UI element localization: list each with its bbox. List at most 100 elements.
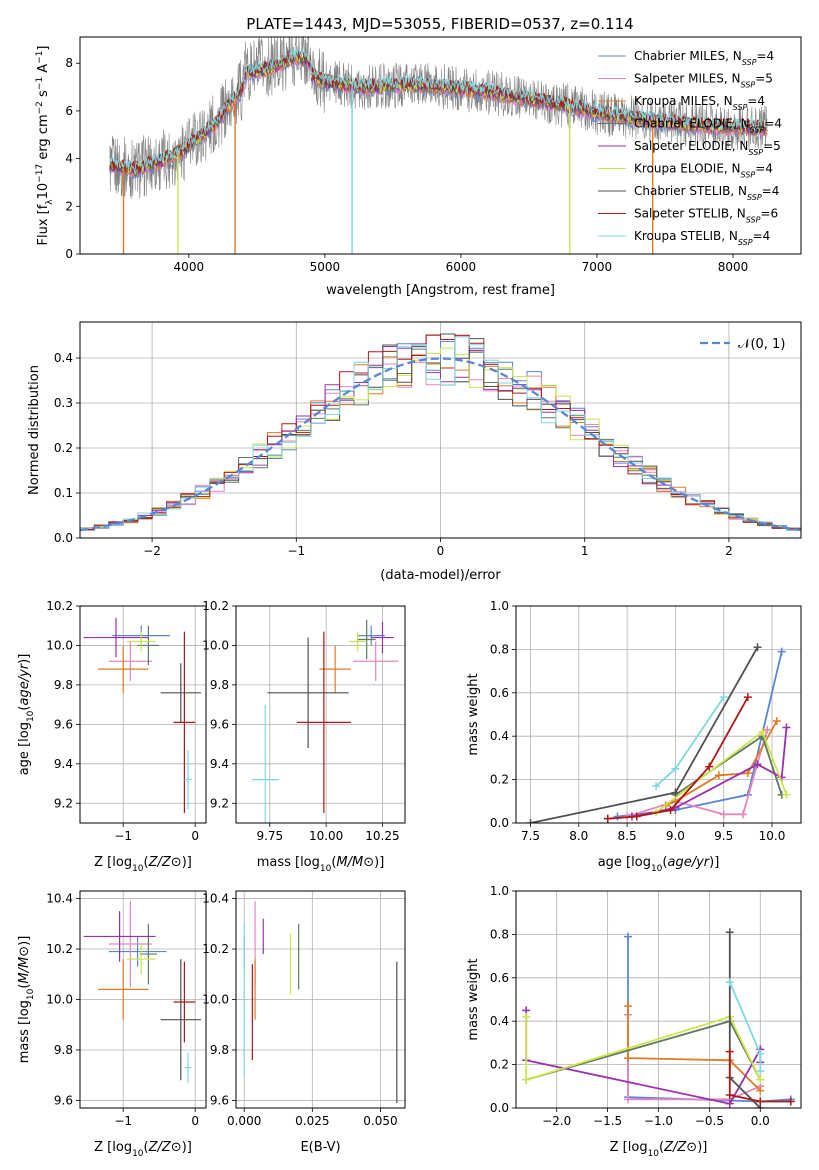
y-tick-label: 0.1 (54, 486, 73, 500)
legend-label: Kroupa ELODIE, NSSP=4 (634, 162, 773, 180)
model-line (109, 51, 768, 175)
weight-marker (725, 928, 734, 937)
legend-label: Chabrier MILES, NSSP=4 (634, 49, 774, 67)
label-part: Flux [f (36, 204, 51, 245)
label-part: Z/Z⊙ (663, 1140, 697, 1155)
legend-label: 𝒩(0, 1) (738, 337, 785, 352)
weight-marker (623, 1095, 632, 1104)
legend-label-name: Salpeter STELIB, N (634, 207, 746, 221)
errorbar-point (108, 901, 152, 987)
y-tick-label: 0.2 (490, 1058, 509, 1072)
label-part: erg cm (36, 114, 51, 163)
label-part: Z/Z⊙ (148, 855, 182, 870)
x-tick-label: 10.00 (309, 829, 343, 843)
label-part: 10 (132, 1149, 144, 1159)
x-tick-label: 5000 (310, 260, 341, 274)
label-part: λ (45, 199, 55, 205)
plot-area (80, 333, 801, 533)
y-axis-label: Flux [fλ10−17 erg cm−2 s−1 A−1] (35, 46, 55, 246)
axes-frame (515, 890, 802, 1109)
weight-marker (782, 723, 791, 732)
label-part: ( (144, 855, 149, 870)
label-part: −1 (35, 77, 45, 90)
weight-line (627, 1006, 761, 1092)
weight-series (522, 1012, 765, 1084)
axes-frame (79, 36, 802, 255)
errorbar-point (267, 637, 349, 749)
y-axis-label: mass weight (466, 958, 481, 1040)
x-axis-label: (data-model)/error (380, 568, 501, 583)
label-part: )] (709, 855, 719, 870)
y-tick-label: 0.3 (54, 396, 73, 410)
y-tick-label: 9.8 (210, 1043, 229, 1057)
legend-label: Chabrier STELIB, NSSP=4 (634, 184, 779, 202)
legend-label: Kroupa MILES, NSSP=4 (634, 94, 765, 112)
legend-label-count: =5 (755, 72, 773, 86)
errorbar-point (83, 617, 149, 658)
x-axis-label: Z [log10(Z/Z⊙)] (610, 1140, 708, 1159)
legend-label-sub: SSP (741, 170, 756, 179)
weight-series (526, 643, 762, 823)
label-part: −17 (35, 164, 45, 183)
plot-area (522, 928, 795, 1108)
weight-marker (725, 1099, 734, 1108)
weight-marker (632, 812, 641, 821)
label-part: mass [log (17, 1000, 32, 1063)
x-tick-label: 9.75 (256, 829, 283, 843)
weight-marker (522, 1012, 531, 1021)
legend-label-sub: SSP (733, 103, 748, 112)
label-part: ( (659, 1140, 664, 1155)
weight-marker (782, 790, 791, 799)
weight-marker (756, 1067, 765, 1076)
weight-series (725, 978, 765, 1076)
x-tick-label: 0 (191, 829, 199, 843)
weight-marker (725, 1090, 734, 1099)
legend-label-count: =4 (762, 184, 780, 198)
x-tick-label: 6000 (446, 260, 477, 274)
errorbar-point (353, 641, 399, 681)
y-tick-label: 1.0 (490, 884, 509, 898)
weight-marker (666, 805, 675, 814)
errorbar-point (357, 625, 385, 646)
legend-label-count: =4 (756, 49, 774, 63)
legend-label-name: Kroupa MILES, N (634, 94, 733, 108)
label-part: −1 (35, 51, 45, 64)
model-line (109, 50, 768, 172)
y-tick-label: 10.0 (46, 638, 73, 652)
weight-marker (739, 810, 748, 819)
weight-series (627, 723, 791, 821)
label-part: )] (182, 855, 192, 870)
y-tick-label: 6 (65, 104, 73, 118)
weight-marker (763, 725, 772, 734)
errorbar-point (319, 645, 351, 693)
label-part: −2 (35, 101, 45, 114)
weight-marker (756, 1075, 765, 1084)
axes-frame (515, 605, 802, 824)
y-tick-label: 8 (65, 56, 73, 70)
errorbar-point (98, 959, 149, 1020)
weight-marker (705, 762, 714, 771)
x-tick-label: −1 (114, 829, 132, 843)
legend-label-name: Chabrier MILES, N (634, 49, 742, 63)
label-part: 10 (36, 183, 51, 200)
weight-series (652, 693, 728, 791)
label-part: M/M⊙ (336, 855, 374, 870)
errorbar-point (139, 923, 158, 985)
label-part: 10 (648, 1149, 660, 1159)
weight-marker (671, 764, 680, 773)
panel-residuals: −2 −1 0 1 2 0.0 0.1 0.2 0.3 0.4 𝒩(0, 1) (data-model… (27, 321, 802, 583)
y-tick-label: 10.0 (202, 638, 229, 652)
panel-mass_vs_Z: −1 09.69.810.010.210.4Z [log10(Z/Z⊙)]mass… (17, 890, 207, 1159)
legend-label-count: =4 (753, 229, 771, 243)
weight-series (522, 1017, 765, 1084)
label-part: mass [log (257, 855, 320, 870)
y-tick-label: 10.2 (46, 942, 73, 956)
x-axis-label: mass [log10(M/M⊙)] (257, 855, 385, 874)
weight-series (725, 1047, 795, 1106)
label-part: ( (17, 984, 32, 989)
weight-marker (719, 693, 728, 702)
weight-line (655, 696, 725, 787)
label-part: )] (17, 654, 32, 664)
x-tick-label: 10.25 (365, 829, 399, 843)
y-axis-label: Normed distribution (27, 365, 42, 495)
